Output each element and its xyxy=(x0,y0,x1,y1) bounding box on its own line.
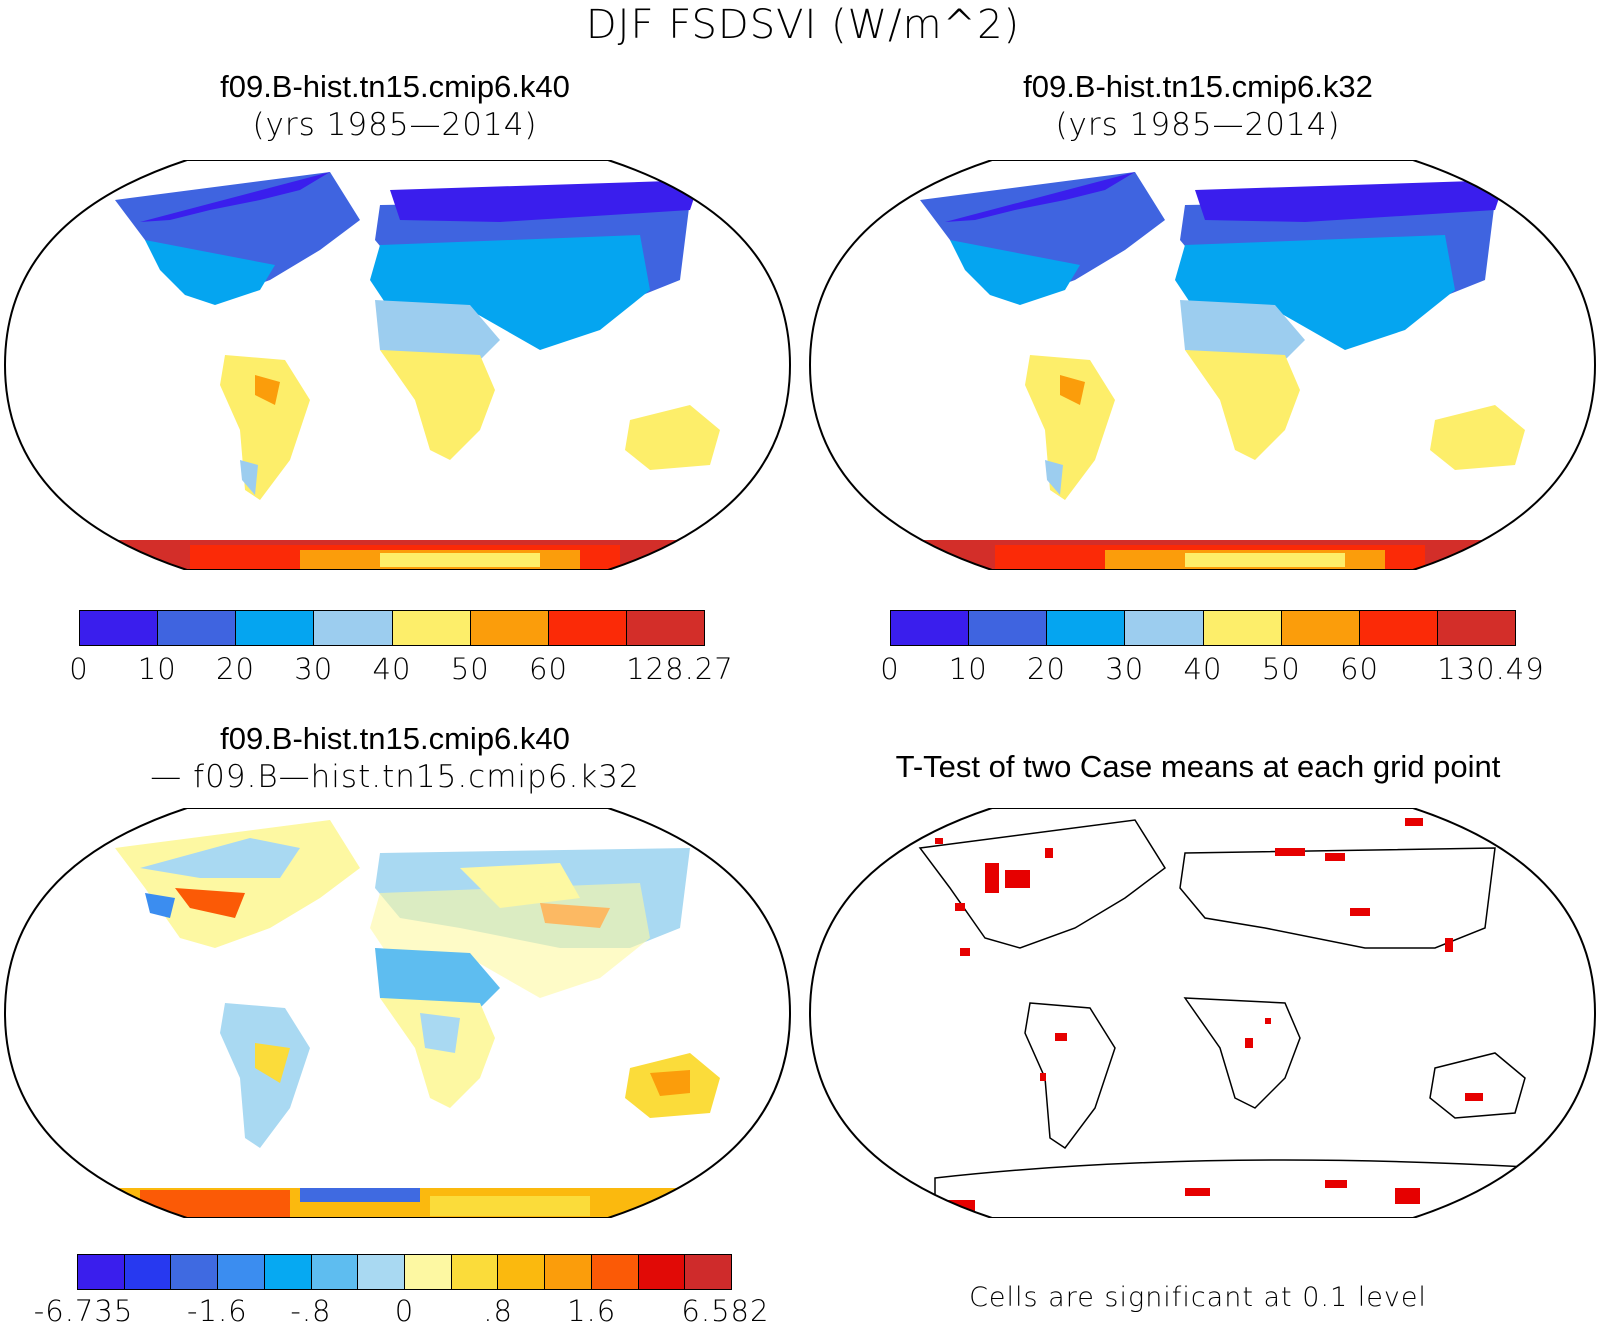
panel-title-k32: f09.B-hist.tn15.cmip6.k32 (yrs 1985—2014… xyxy=(790,68,1606,144)
colorbar-k32-label: 20 xyxy=(1027,652,1066,686)
colorbar-k40-label: 40 xyxy=(372,652,412,686)
colorbar-k40-swatch xyxy=(626,611,704,645)
panel-ttest-title: T-Test of two Case means at each grid po… xyxy=(895,749,1501,784)
colorbar-k32-label: 130.49 xyxy=(1437,652,1545,686)
colorbar-diff-label: -.8 xyxy=(290,1294,332,1328)
colorbar-k40-swatch xyxy=(470,611,549,645)
colorbar-k40-swatch xyxy=(392,611,471,645)
map-ttest-svg xyxy=(808,808,1597,1218)
colorbar-diff-label: -1.6 xyxy=(187,1294,248,1328)
colorbar-diff-label: .8 xyxy=(483,1294,513,1328)
colorbar-diff-swatch xyxy=(451,1255,499,1289)
colorbar-k40-labels: 0 10 20 30 40 50 60 128.27 xyxy=(69,652,732,692)
colorbar-diff: -6.735 -1.6 -.8 0 .8 1.6 6.582 xyxy=(34,1254,769,1334)
colorbar-k40-swatch xyxy=(236,611,315,645)
colorbar-diff-label: 1.6 xyxy=(567,1294,617,1328)
colorbar-diff-swatch xyxy=(638,1255,686,1289)
map-panel-k32 xyxy=(805,160,1600,570)
panel-title-ttest: T-Test of two Case means at each grid po… xyxy=(790,748,1606,786)
panel-k40-case-name: f09.B-hist.tn15.cmip6.k40 xyxy=(220,69,570,104)
colorbar-diff-swatch xyxy=(264,1255,312,1289)
panel-k32-case-name: f09.B-hist.tn15.cmip6.k32 xyxy=(1023,69,1373,104)
colorbar-diff-swatch xyxy=(498,1255,546,1289)
colorbar-k40-swatch xyxy=(314,611,393,645)
colorbar-k40: 0 10 20 30 40 50 60 128.27 xyxy=(69,610,733,692)
panel-k40-years: (yrs 1985—2014) xyxy=(252,107,538,143)
colorbar-k40-label: 10 xyxy=(137,652,177,686)
colorbar-k32-label: 30 xyxy=(1105,652,1145,686)
colorbar-k32-label: 40 xyxy=(1183,652,1223,686)
colorbar-k40-swatch xyxy=(80,611,159,645)
colorbar-k40-label: 60 xyxy=(529,652,568,686)
colorbar-k32-swatches xyxy=(890,610,1516,646)
colorbar-k32: 0 10 20 30 40 50 60 130.49 xyxy=(880,610,1544,692)
panel-k32-years: (yrs 1985—2014) xyxy=(1055,107,1341,143)
colorbar-diff-labels: -6.735 -1.6 -.8 0 .8 1.6 6.582 xyxy=(34,1294,769,1334)
colorbar-diff-swatch xyxy=(545,1255,592,1289)
map-panel-k40 xyxy=(0,160,795,570)
colorbar-k40-label: 128.27 xyxy=(626,652,734,686)
colorbar-diff-swatch xyxy=(311,1255,359,1289)
colorbar-diff-swatches xyxy=(77,1254,732,1290)
colorbar-k32-swatch xyxy=(1437,611,1515,645)
map-panel-ttest xyxy=(805,808,1600,1218)
colorbar-k32-label: 50 xyxy=(1261,652,1301,686)
colorbar-diff-swatch xyxy=(218,1255,265,1289)
colorbar-diff-label: 0 xyxy=(394,1294,415,1328)
colorbar-k40-label: 30 xyxy=(294,652,334,686)
colorbar-diff-swatch xyxy=(405,1255,452,1289)
colorbar-diff-swatch xyxy=(685,1255,732,1289)
ttest-significance-note: Cells are significant at 0.1 level xyxy=(969,1282,1427,1313)
colorbar-k32-swatch xyxy=(1047,611,1126,645)
colorbar-k32-label: 60 xyxy=(1340,652,1379,686)
colorbar-diff-swatch xyxy=(358,1255,406,1289)
colorbar-diff-swatch xyxy=(124,1255,172,1289)
map-k40-svg xyxy=(3,160,792,570)
colorbar-k32-label: 0 xyxy=(880,652,900,686)
colorbar-diff-swatch xyxy=(78,1255,125,1289)
panel-diff-case-a: f09.B-hist.tn15.cmip6.k40 xyxy=(220,721,570,756)
colorbar-k40-swatch xyxy=(158,611,237,645)
panel-diff-case-b: — f09.B—hist.tn15.cmip6.k32 xyxy=(150,759,640,795)
map-diff-svg xyxy=(3,808,792,1218)
colorbar-diff-label: -6.735 xyxy=(33,1294,134,1328)
colorbar-diff-label: 6.582 xyxy=(681,1294,770,1328)
colorbar-diff-swatch xyxy=(591,1255,639,1289)
figure-title: DJF FSDSVI (W/m^2) xyxy=(585,2,1021,48)
colorbar-k40-swatch xyxy=(548,611,627,645)
colorbar-k32-swatch xyxy=(969,611,1048,645)
colorbar-k40-label: 0 xyxy=(69,652,89,686)
colorbar-k40-swatches xyxy=(79,610,705,646)
colorbar-k32-swatch xyxy=(1125,611,1204,645)
colorbar-k32-swatch xyxy=(1359,611,1438,645)
map-k32-svg xyxy=(808,160,1597,570)
panel-title-k40: f09.B-hist.tn15.cmip6.k40 (yrs 1985—2014… xyxy=(0,68,790,144)
colorbar-k40-label: 20 xyxy=(216,652,255,686)
colorbar-k32-swatch xyxy=(1281,611,1360,645)
colorbar-k32-labels: 0 10 20 30 40 50 60 130.49 xyxy=(880,652,1543,692)
colorbar-k40-label: 50 xyxy=(450,652,490,686)
panel-title-diff: f09.B-hist.tn15.cmip6.k40 — f09.B—hist.t… xyxy=(0,720,790,796)
colorbar-k32-label: 10 xyxy=(948,652,988,686)
colorbar-k32-swatch xyxy=(1203,611,1282,645)
map-panel-diff xyxy=(0,808,795,1218)
colorbar-diff-swatch xyxy=(171,1255,219,1289)
colorbar-k32-swatch xyxy=(891,611,970,645)
